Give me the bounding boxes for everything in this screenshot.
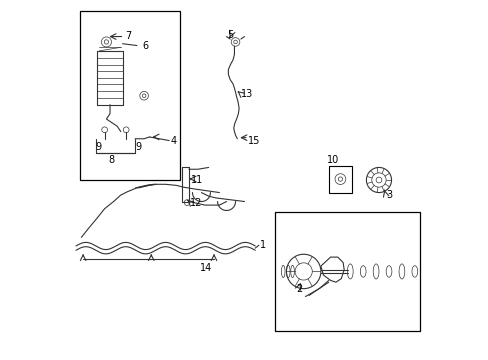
- Text: 1: 1: [260, 240, 265, 250]
- Bar: [80, 12, 180, 180]
- Text: 9: 9: [135, 142, 141, 152]
- Text: 2: 2: [295, 284, 302, 294]
- Text: 6: 6: [142, 41, 148, 50]
- Text: 14: 14: [199, 263, 211, 273]
- Text: 7: 7: [125, 31, 131, 41]
- Text: 4: 4: [171, 136, 177, 145]
- Text: 8: 8: [108, 155, 115, 165]
- Text: 10: 10: [326, 155, 339, 165]
- Text: 3: 3: [386, 190, 391, 200]
- Text: 15: 15: [247, 136, 260, 145]
- Text: 11: 11: [191, 175, 203, 185]
- Bar: [274, 212, 419, 330]
- Text: 12: 12: [190, 198, 202, 208]
- Bar: [328, 166, 351, 193]
- Text: 13: 13: [241, 89, 253, 99]
- Text: 9: 9: [96, 142, 102, 152]
- Text: 5: 5: [227, 30, 233, 40]
